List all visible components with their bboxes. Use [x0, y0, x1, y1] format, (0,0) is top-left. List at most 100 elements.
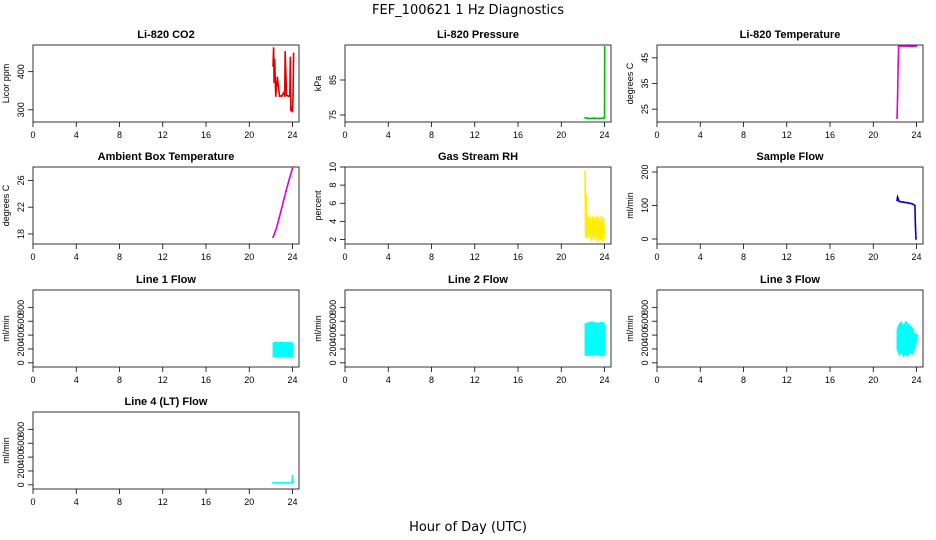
data-point: [902, 201, 905, 204]
x-tick-label: 16: [825, 375, 835, 385]
data-point: [292, 52, 295, 55]
x-tick-label: 16: [513, 252, 523, 262]
chart-panel: Line 2 Flow ml/min 0 4 8 12 16 20 24 0 20040060080…: [313, 274, 612, 385]
data-point: [896, 196, 899, 199]
y-tick-label: 35: [640, 78, 650, 88]
x-tick-label: 16: [201, 252, 211, 262]
y-tick-label: 85: [328, 75, 338, 85]
x-tick-label: 20: [244, 252, 254, 262]
x-tick-label: 4: [698, 130, 703, 140]
y-axis-label: degrees C: [1, 184, 11, 226]
x-tick-label: 0: [30, 130, 35, 140]
data-point: [588, 236, 591, 239]
x-tick-label: 8: [741, 375, 746, 385]
data-point: [584, 235, 587, 238]
x-tick-label: 12: [470, 375, 480, 385]
y-tick-label: 400: [16, 450, 26, 465]
data-point: [584, 116, 586, 119]
plot-frame: [32, 411, 300, 490]
data-point: [915, 238, 917, 240]
x-tick-label: 12: [782, 130, 792, 140]
data-point: [904, 45, 907, 47]
x-tick-label: 16: [825, 130, 835, 140]
x-tick-label: 4: [386, 252, 391, 262]
data-point: [288, 95, 291, 97]
y-tick-label: 200: [328, 341, 338, 356]
x-tick-label: 20: [556, 375, 566, 385]
data-point: [590, 239, 593, 242]
y-tick-label: 6: [328, 201, 338, 206]
y-tick-label: 22: [16, 202, 26, 212]
y-tick-label: 800: [640, 300, 650, 315]
data-point: [282, 91, 285, 94]
data-point: [292, 481, 294, 483]
x-tick-label: 0: [654, 252, 659, 262]
x-tick-label: 0: [30, 375, 35, 385]
panel-title: Gas Stream RH: [438, 151, 518, 163]
figure-x-axis-label: Hour of Day (UTC): [409, 520, 527, 535]
data-point: [898, 200, 901, 203]
data-point: [598, 117, 601, 120]
x-tick-label: 0: [342, 130, 347, 140]
x-tick-label: 8: [117, 497, 122, 507]
x-tick-label: 8: [741, 252, 746, 262]
data-point: [289, 481, 292, 484]
x-tick-label: 0: [30, 497, 35, 507]
data-point: [289, 109, 292, 112]
plot-frame: [656, 289, 924, 368]
x-tick-label: 8: [429, 130, 434, 140]
plot-frame: [656, 166, 924, 245]
x-tick-label: 20: [244, 497, 254, 507]
y-tick-label: 600: [16, 436, 26, 451]
y-tick-label: 4: [328, 219, 338, 224]
y-tick-label: 75: [328, 110, 338, 120]
x-tick-label: 0: [342, 375, 347, 385]
data-point: [602, 216, 605, 219]
data-point: [915, 45, 918, 47]
x-tick-label: 24: [288, 375, 298, 385]
x-tick-label: 20: [244, 375, 254, 385]
x-tick-label: 12: [158, 252, 168, 262]
x-tick-label: 24: [600, 130, 610, 140]
data-point: [601, 239, 604, 242]
x-tick-label: 8: [429, 252, 434, 262]
data-band: [272, 341, 294, 358]
x-tick-label: 4: [74, 252, 79, 262]
data-point: [588, 117, 591, 120]
x-tick-label: 20: [868, 252, 878, 262]
y-tick-label: 600: [328, 314, 338, 329]
chart-panel: Sample Flow ml/min 0 4 8 12 16 20 24 0 100 200: [625, 151, 924, 262]
data-point: [911, 202, 914, 205]
data-point: [280, 95, 283, 97]
data-point: [291, 167, 294, 170]
chart-panel: Li-820 CO2 Licor ppm 0 4 8 12 16 20 24 300 400: [1, 29, 300, 140]
y-tick-label: 26: [16, 175, 26, 185]
data-point: [897, 64, 900, 67]
x-tick-label: 24: [288, 130, 298, 140]
panel-title: Ambient Box Temperature: [98, 151, 235, 163]
x-tick-label: 16: [201, 497, 211, 507]
x-tick-label: 16: [513, 375, 523, 385]
x-tick-label: 0: [30, 252, 35, 262]
y-tick-label: 600: [640, 314, 650, 329]
y-tick-label: 200: [640, 165, 650, 180]
chart-panel: Li-820 Pressure kPa 0 4 8 12 16 20 24 75 85: [313, 29, 612, 140]
y-tick-label: 10: [328, 162, 338, 172]
chart-panel: Line 3 Flow ml/min 0 4 8 12 16 20 24 0 20040060080…: [625, 274, 924, 385]
plot-frame: [344, 166, 612, 245]
data-point: [280, 481, 283, 484]
x-tick-label: 24: [288, 497, 298, 507]
x-tick-label: 12: [470, 252, 480, 262]
y-tick-label: 300: [16, 102, 26, 117]
data-point: [276, 481, 279, 484]
data-band: [584, 321, 606, 357]
x-tick-label: 24: [912, 252, 922, 262]
data-point: [288, 178, 291, 180]
data-point: [586, 236, 589, 239]
chart-panel: Line 1 Flow ml/min 0 4 8 12 16 20 24 0 20040060080…: [1, 274, 300, 385]
x-tick-label: 24: [600, 375, 610, 385]
data-point: [289, 56, 292, 59]
data-point: [899, 45, 902, 47]
data-point: [603, 45, 606, 48]
